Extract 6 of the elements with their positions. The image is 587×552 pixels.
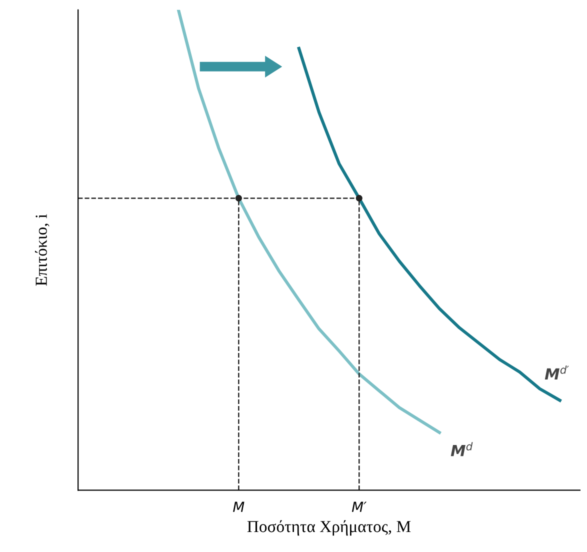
series-label: M$^{d′}$ <box>544 366 569 380</box>
y-axis-title: Επιτόκιο, i <box>34 214 50 286</box>
x-axis-title: Ποσότητα Χρήματος, M <box>247 520 411 536</box>
x-tick-label: M <box>233 502 244 512</box>
x-tick-label: M′ <box>352 502 367 512</box>
series-label: M$^{d}$ <box>450 442 473 456</box>
